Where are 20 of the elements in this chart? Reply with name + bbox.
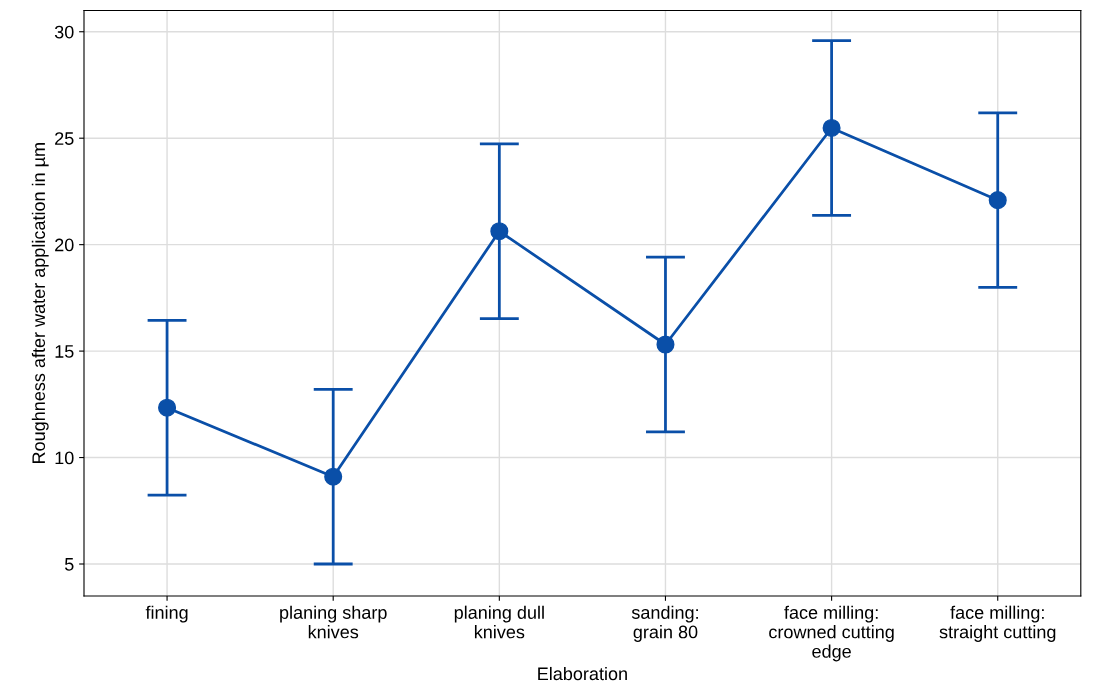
point <box>324 467 343 486</box>
y-tick-label: 30 <box>54 25 74 39</box>
point <box>158 398 177 417</box>
x-tick-label: fining <box>145 605 188 623</box>
y-tick-label: 15 <box>55 345 74 358</box>
y-tick-label: 25 <box>55 132 74 145</box>
point <box>656 335 675 354</box>
y-tick-label: 10 <box>55 451 74 465</box>
x-tick-label: planing sharp knives <box>280 605 387 639</box>
point <box>490 222 509 241</box>
x-axis-title: Elaboration <box>538 666 627 681</box>
point <box>822 118 841 138</box>
y-tick-label: 20 <box>55 238 74 252</box>
x-tick-label: planing dull knives <box>454 605 544 639</box>
x-tick-label: face milling: crowned cutting edge <box>769 605 894 662</box>
x-tick-label: face milling: straight cutting <box>939 605 1056 642</box>
x-tick-label: sanding: grain 80 <box>631 605 698 642</box>
point <box>988 191 1007 210</box>
y-axis-title: Roughness after water application in µm <box>31 143 49 463</box>
y-tick-label: 5 <box>64 558 74 571</box>
